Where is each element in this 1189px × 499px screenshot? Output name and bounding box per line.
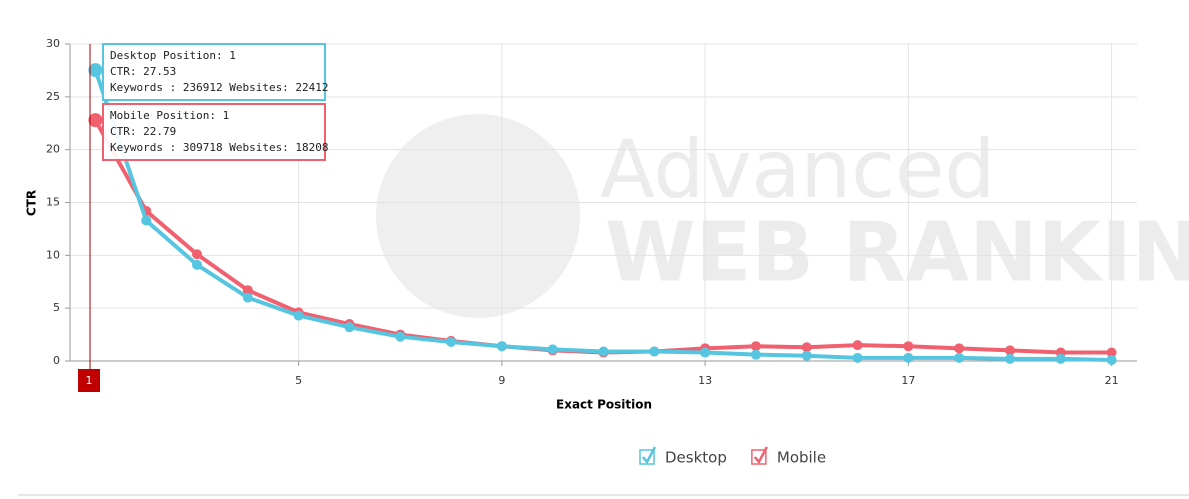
y-tick-label: 5 [53,301,60,314]
y-tick-label: 30 [46,37,60,50]
data-point [293,310,304,321]
tooltip-box [102,103,326,161]
y-tick-label: 10 [46,248,60,261]
x-tick-label: 13 [698,374,712,387]
legend-check [753,446,768,465]
data-point [88,63,103,78]
data-point [903,352,914,363]
data-point [395,331,406,342]
data-point [750,341,761,352]
watermark-text: Advanced [600,123,995,216]
x-axis-title: Exact Position [556,398,652,412]
data-point [649,346,660,357]
y-tick-label: 20 [46,143,60,156]
crosshair-label: 1 [86,374,93,387]
legend-check [642,446,657,465]
data-point [1106,354,1117,365]
data-point [1004,353,1015,364]
data-point [547,344,558,355]
data-point [141,215,152,226]
legend-item[interactable]: Mobile [751,446,826,467]
x-tick-label: 5 [295,374,302,387]
tooltip-box [102,43,326,101]
tooltip-text: Keywords : 309718 Websites: 18208 [110,141,329,154]
watermark: Advanced WEB RANKING [376,114,1189,318]
watermark-globe [376,114,580,318]
legend-label[interactable]: Mobile [777,449,826,467]
data-point [750,349,761,360]
data-point [192,259,203,270]
crosshair-marker [78,369,100,392]
y-tick-label: 25 [46,90,60,103]
data-point [1004,345,1015,356]
data-point [496,341,507,352]
x-tick-label: 9 [498,374,505,387]
tooltip-text: Keywords : 236912 Websites: 22412 [110,81,329,94]
data-point [192,249,203,260]
data-point [700,347,711,358]
data-point [344,322,355,333]
x-tick-label: 21 [1105,374,1119,387]
y-tick-label: 0 [53,354,60,367]
data-point [801,350,812,361]
data-point [88,113,103,128]
data-point [903,341,914,352]
data-point [242,285,253,296]
watermark-text: WEB RANKING [605,205,1189,300]
y-tick-label: 15 [46,196,60,209]
data-point [852,352,863,363]
data-point [242,292,253,303]
y-axis-title: CTR [25,190,39,216]
x-tick-label: 17 [901,374,915,387]
tooltip-text: CTR: 27.53 [110,65,176,78]
data-point [954,343,965,354]
legend-label[interactable]: Desktop [665,449,727,467]
tooltip-text: Mobile Position: 1 [110,109,229,122]
data-point [954,352,965,363]
tooltip-text: CTR: 22.79 [110,125,176,138]
tooltip-text: Desktop Position: 1 [110,49,236,62]
legend-item[interactable]: Desktop [639,446,727,467]
data-point [1106,347,1117,358]
data-point [852,340,863,351]
data-point [1055,353,1066,364]
data-point [446,336,457,347]
data-point [598,346,609,357]
data-point [801,342,812,353]
